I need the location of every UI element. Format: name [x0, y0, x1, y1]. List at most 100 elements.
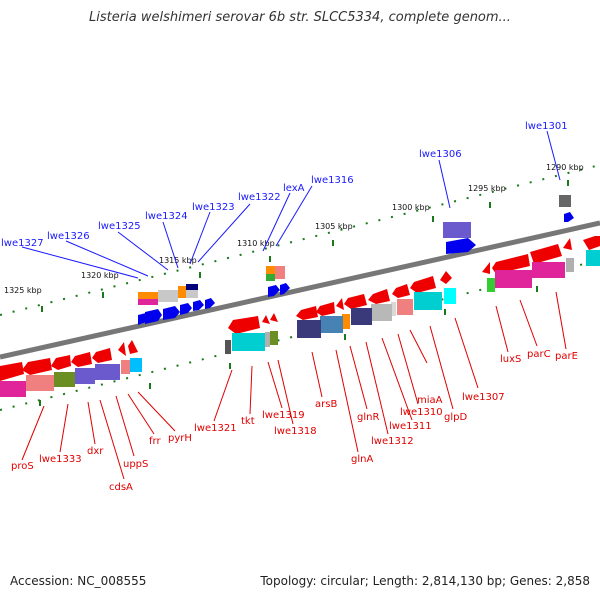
ruler-label: 1305 kbp: [315, 222, 353, 231]
gene-box: [487, 278, 495, 292]
gene-arrow: [193, 300, 204, 311]
gene-box: [266, 274, 275, 281]
gene-label[interactable]: uppS: [123, 459, 148, 470]
gene-arrow: [163, 306, 180, 320]
gene-label[interactable]: glnR: [357, 412, 379, 423]
gene-box: [351, 308, 372, 325]
ruler-label: 1315 kbp: [159, 256, 197, 265]
gene-arrow: [128, 340, 138, 354]
gene-arrow: [145, 309, 162, 324]
gene-box: [225, 340, 231, 354]
gene-label[interactable]: tkt: [241, 416, 255, 427]
gene-label[interactable]: cdsA: [109, 482, 133, 493]
gene-box: [186, 290, 198, 298]
gene-label[interactable]: lwe1311: [389, 421, 432, 432]
gene-box: [186, 284, 198, 290]
reverse-genes-middle: [225, 313, 278, 354]
gene-label[interactable]: lwe1319: [262, 410, 305, 421]
gene-label[interactable]: proS: [11, 461, 34, 472]
gene-label[interactable]: lwe1301: [525, 121, 568, 132]
gene-box: [54, 372, 75, 387]
ruler-label: 1295 kbp: [468, 184, 506, 193]
gene-box: [265, 332, 270, 347]
accession-text: Accession: NC_008555: [10, 574, 147, 588]
gene-arrow: [296, 306, 318, 320]
genome-summary-text: Topology: circular; Length: 2,814,130 bp…: [260, 574, 590, 588]
gene-label[interactable]: lwe1327: [1, 238, 44, 249]
gene-arrow: [564, 212, 574, 222]
gene-arrow: [0, 362, 24, 381]
reverse-genes-left: [0, 340, 142, 397]
gene-label[interactable]: lwe1307: [462, 392, 505, 403]
gene-box: [0, 381, 26, 397]
gene-label[interactable]: lwe1324: [145, 211, 188, 222]
gene-arrow: [228, 316, 260, 334]
ruler-label: 1320 kbp: [81, 271, 119, 280]
gene-box: [178, 286, 186, 298]
gene-label[interactable]: glpD: [444, 412, 467, 423]
gene-label[interactable]: lwe1312: [371, 436, 414, 447]
ruler-label: 1325 kbp: [4, 286, 42, 295]
gene-label[interactable]: pyrH: [168, 433, 192, 444]
gene-label[interactable]: lwe1321: [194, 423, 237, 434]
ruler-major-ticks: [39, 180, 569, 406]
gene-label[interactable]: lwe1322: [238, 192, 281, 203]
ruler-label: 1310 kbp: [237, 239, 275, 248]
gene-label[interactable]: lwe1326: [47, 231, 90, 242]
gene-label[interactable]: lwe1306: [419, 149, 462, 160]
gene-arrow: [205, 298, 215, 309]
gene-arrow: [530, 244, 562, 264]
gene-arrow: [316, 302, 335, 316]
gene-label[interactable]: lexA: [283, 183, 305, 194]
gene-arrow: [336, 298, 344, 310]
gene-box: [266, 266, 275, 275]
gene-label[interactable]: lwe1318: [274, 426, 317, 437]
gene-box: [158, 290, 178, 302]
gene-arrow: [92, 348, 112, 363]
gene-box: [371, 304, 392, 321]
gene-box: [443, 222, 471, 238]
gene-label[interactable]: lwe1325: [98, 221, 141, 232]
gene-label[interactable]: dxr: [87, 446, 104, 457]
gene-arrow: [268, 285, 280, 297]
gene-label[interactable]: luxS: [500, 354, 521, 365]
gene-label[interactable]: lwe1310: [400, 407, 443, 418]
gene-label[interactable]: lwe1316: [311, 175, 354, 186]
gene-label[interactable]: arsB: [315, 399, 337, 410]
map-title: Listeria welshimeri serovar 6b str. SLCC…: [89, 10, 511, 25]
gene-label[interactable]: parC: [527, 349, 551, 360]
gene-label[interactable]: lwe1323: [192, 202, 235, 213]
gene-label[interactable]: glnA: [351, 454, 373, 465]
bottom-leader-lines: [21, 291, 567, 480]
gene-arrow: [280, 283, 290, 295]
gene-label[interactable]: parE: [555, 351, 578, 362]
gene-arrow: [446, 238, 476, 254]
gene-arrow: [563, 238, 572, 250]
gene-arrow: [180, 303, 192, 315]
gene-arrow: [392, 284, 410, 298]
gene-box: [75, 368, 95, 384]
gene-label[interactable]: miaA: [417, 395, 443, 406]
gene-arrow: [118, 342, 126, 356]
gene-box: [495, 270, 532, 288]
gene-box: [414, 292, 442, 310]
gene-box: [275, 266, 285, 279]
gene-box: [138, 299, 158, 305]
gene-arrow: [138, 313, 146, 325]
gene-arrow: [22, 358, 52, 375]
ruler-label: 1290 kbp: [546, 163, 584, 172]
gene-arrow: [492, 254, 530, 274]
gene-arrow: [440, 271, 452, 284]
gene-box: [138, 292, 158, 299]
forward-genes: [138, 195, 574, 325]
gene-box: [532, 262, 565, 278]
gene-label[interactable]: lwe1333: [39, 454, 82, 465]
gene-arrow: [51, 355, 71, 370]
gene-box: [566, 258, 574, 272]
gene-box: [320, 316, 343, 333]
gene-box: [121, 360, 130, 374]
chromosome-backbone: [0, 220, 600, 360]
gene-label[interactable]: frr: [149, 436, 161, 447]
reverse-genes-right: [296, 236, 600, 338]
